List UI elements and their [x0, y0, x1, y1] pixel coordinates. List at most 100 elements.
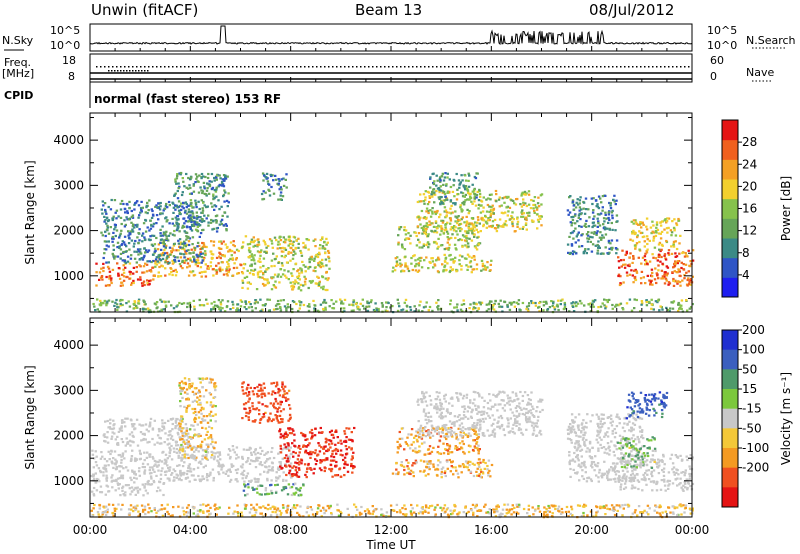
power-echo-cell: [287, 235, 291, 238]
velocity-echo-cell: [189, 436, 192, 439]
velocity-echo-cell: [179, 448, 182, 451]
power-echo-cell: [659, 221, 662, 224]
power-echo-cell: [236, 272, 239, 275]
power-echo-cell: [130, 239, 134, 242]
power-echo-cell: [257, 243, 261, 246]
power-echo-cell: [469, 260, 473, 263]
freq-dot: [544, 66, 546, 68]
power-echo-cell: [187, 243, 191, 247]
velocity-echo-cell: [288, 427, 292, 430]
velocity-echo-cell: [259, 473, 262, 476]
power-echo-cell: [164, 261, 167, 264]
power-echo-cell: [178, 238, 182, 241]
power-echo-cell: [221, 178, 224, 181]
power-echo-cell: [443, 264, 447, 267]
power-echo-cell: [431, 210, 434, 213]
power-echo-cell: [149, 219, 152, 222]
power-echo-cell: [155, 236, 158, 240]
velocity-echo-cell: [254, 480, 257, 483]
velocity-echo-cell: [274, 400, 278, 403]
power-echo-cell: [194, 202, 198, 205]
velocity-echo-cell: [289, 486, 292, 489]
velocity-echo-cell: [257, 478, 260, 481]
power-echo-cell: [370, 299, 373, 302]
power-echo-cell: [580, 208, 583, 211]
power-echo-cell: [278, 236, 281, 239]
power-echo-cell: [141, 282, 145, 285]
velocity-echo-cell: [344, 445, 348, 448]
velocity-echo-cell: [311, 435, 314, 438]
power-echo-cell: [277, 178, 280, 181]
power-echo-cell: [148, 229, 151, 232]
power-echo-cell: [505, 224, 508, 227]
power-echo-cell: [445, 198, 448, 201]
power-echo-cell: [540, 215, 543, 218]
velocity-echo-cell: [130, 419, 133, 422]
power-echo-cell: [117, 267, 121, 270]
velocity-echo-cell: [311, 451, 315, 454]
power-echo-cell: [519, 203, 522, 206]
power-echo-cell: [210, 302, 213, 305]
power-echo-cell: [130, 221, 133, 224]
velocity-echo-cell: [268, 465, 271, 468]
velocity-echo-cell: [252, 393, 255, 396]
power-echo-cell: [146, 279, 149, 282]
velocity-echo-cell: [476, 461, 480, 465]
velocity-echo-cell: [292, 450, 295, 454]
power-echo-cell: [114, 255, 117, 258]
power-echo-cell: [434, 220, 438, 223]
power-echo-cell: [133, 242, 136, 245]
power-echo-cell: [183, 248, 186, 251]
power-echo-cell: [595, 205, 598, 208]
power-echo-cell: [646, 248, 649, 251]
power-echo-cell: [218, 247, 222, 250]
power-echo-cell: [477, 307, 480, 310]
velocity-echo-cell: [235, 446, 239, 449]
power-echo-cell: [298, 272, 301, 275]
power-echo-cell: [157, 218, 160, 221]
power-echo-cell: [445, 211, 449, 214]
power-echo-cell: [575, 301, 578, 304]
power-echo-cell: [244, 300, 247, 303]
power-echo-cell: [177, 182, 180, 185]
power-echo-cell: [144, 230, 148, 233]
power-echo-cell: [604, 194, 607, 197]
velocity-echo-cell: [94, 472, 97, 475]
power-echo-cell: [465, 215, 468, 218]
velocity-echo-cell: [92, 494, 96, 497]
power-echo-cell: [105, 261, 108, 264]
power-echo-cell: [187, 274, 191, 277]
velocity-echo-cell: [450, 465, 453, 468]
velocity-echo-cell: [286, 434, 289, 437]
velocity-echo-cell: [123, 421, 126, 424]
velocity-echo-cell: [290, 432, 294, 435]
velocity-echo-cell: [464, 460, 468, 463]
power-echo-cell: [196, 225, 199, 228]
power-echo-cell: [616, 220, 619, 223]
velocity-echo-cell: [302, 483, 305, 486]
power-echo-cell: [278, 243, 281, 246]
velocity-echo-cell: [131, 490, 134, 493]
power-echo-cell: [156, 206, 159, 209]
freq-dot: [684, 66, 686, 68]
velocity-echo-cell: [178, 464, 181, 467]
freq-dot: [556, 66, 558, 68]
velocity-echo-cell: [128, 487, 131, 490]
power-echo-cell: [356, 307, 359, 310]
velocity-echo-cell: [184, 381, 187, 384]
velocity-echo-cell: [92, 466, 95, 469]
power-echo-cell: [225, 246, 229, 249]
velocity-echo-cell: [207, 445, 210, 448]
power-echo-cell: [538, 310, 541, 313]
power-echo-cell: [443, 248, 446, 251]
velocity-echo-cell: [437, 459, 440, 462]
power-echo-cell: [203, 185, 206, 188]
power-echo-cell: [100, 267, 103, 270]
power-echo-cell: [460, 228, 463, 231]
power-echo-cell: [287, 270, 290, 273]
velocity-echo-cell: [169, 430, 172, 433]
power-echo-cell: [197, 191, 201, 194]
velocity-echo-cell: [193, 417, 197, 420]
velocity-echo-cell: [179, 386, 182, 389]
